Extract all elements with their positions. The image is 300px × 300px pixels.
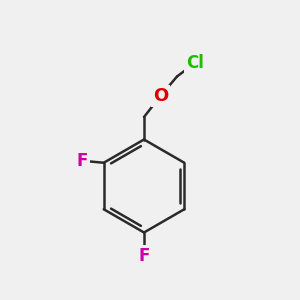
Text: F: F xyxy=(138,247,150,265)
Text: F: F xyxy=(76,152,88,170)
Text: Cl: Cl xyxy=(186,54,204,72)
Text: O: O xyxy=(153,87,168,105)
